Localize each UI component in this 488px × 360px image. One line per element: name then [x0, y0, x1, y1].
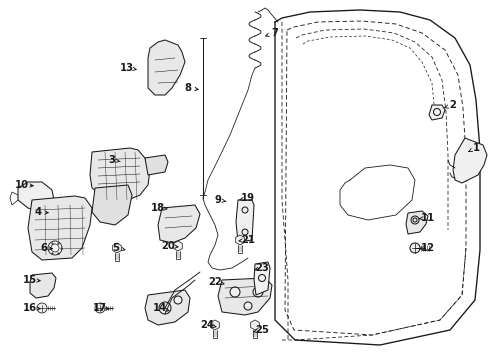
Circle shape — [409, 243, 419, 253]
Text: 15: 15 — [23, 275, 37, 285]
Text: 13: 13 — [120, 63, 134, 73]
Text: 11: 11 — [420, 213, 434, 223]
Polygon shape — [405, 211, 427, 234]
Polygon shape — [18, 182, 54, 212]
Circle shape — [412, 218, 416, 222]
Text: 17: 17 — [93, 303, 107, 313]
Text: 6: 6 — [41, 243, 47, 253]
Circle shape — [174, 296, 182, 304]
Text: 22: 22 — [208, 277, 222, 287]
Polygon shape — [158, 205, 200, 243]
Polygon shape — [250, 320, 259, 330]
Circle shape — [237, 238, 242, 243]
Circle shape — [212, 323, 217, 328]
Circle shape — [433, 108, 440, 116]
Circle shape — [159, 302, 171, 314]
Polygon shape — [452, 138, 486, 183]
Text: 10: 10 — [15, 180, 29, 190]
Circle shape — [244, 302, 251, 310]
Text: 16: 16 — [23, 303, 37, 313]
Polygon shape — [145, 290, 190, 325]
Circle shape — [51, 244, 59, 252]
Circle shape — [114, 246, 119, 251]
Circle shape — [252, 287, 263, 297]
Polygon shape — [30, 273, 56, 298]
Text: 24: 24 — [200, 320, 214, 330]
Text: 18: 18 — [151, 203, 165, 213]
Text: 23: 23 — [255, 263, 268, 273]
Circle shape — [242, 229, 247, 235]
Polygon shape — [218, 278, 271, 315]
Circle shape — [242, 207, 247, 213]
Text: 3: 3 — [108, 155, 115, 165]
Polygon shape — [112, 243, 121, 253]
Text: 20: 20 — [161, 241, 175, 251]
Text: 2: 2 — [448, 100, 455, 110]
Polygon shape — [173, 241, 182, 251]
Polygon shape — [428, 105, 444, 120]
Text: 1: 1 — [471, 143, 479, 153]
Polygon shape — [253, 262, 269, 295]
Circle shape — [252, 323, 257, 328]
Circle shape — [48, 241, 62, 255]
Polygon shape — [210, 320, 219, 330]
Circle shape — [410, 216, 418, 224]
Text: 8: 8 — [184, 83, 191, 93]
Polygon shape — [148, 40, 184, 95]
Text: 14: 14 — [153, 303, 167, 313]
Polygon shape — [236, 200, 253, 242]
Polygon shape — [28, 196, 92, 260]
Circle shape — [229, 287, 240, 297]
Text: 4: 4 — [34, 207, 41, 217]
Text: 12: 12 — [420, 243, 434, 253]
Text: 9: 9 — [214, 195, 221, 205]
Polygon shape — [145, 155, 168, 175]
Text: 21: 21 — [241, 235, 254, 245]
Polygon shape — [90, 148, 150, 202]
Circle shape — [95, 303, 105, 313]
Text: 7: 7 — [271, 28, 278, 38]
Circle shape — [258, 274, 265, 282]
Polygon shape — [92, 185, 132, 225]
Text: 19: 19 — [241, 193, 254, 203]
Polygon shape — [235, 235, 244, 245]
Text: 25: 25 — [255, 325, 268, 335]
Circle shape — [37, 303, 47, 313]
Text: 5: 5 — [112, 243, 119, 253]
Circle shape — [175, 243, 180, 248]
